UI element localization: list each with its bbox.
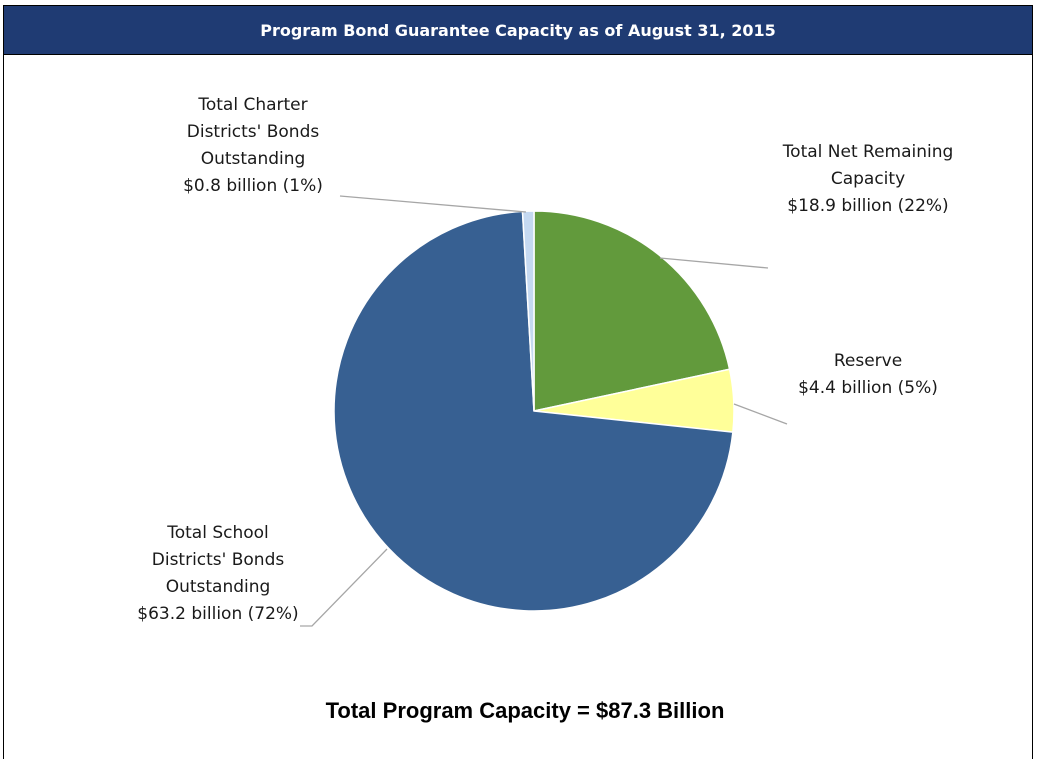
slice-label-line: $63.2 billion (72%) [137,604,298,624]
slice-label-line: Capacity [831,169,905,189]
leader-lines [300,195,788,627]
leader-line [659,257,769,269]
slice-label-line: Outstanding [166,577,271,597]
slice-label: Total School Districts' Bonds Outstanding $… [137,523,298,624]
slice-label-line: Outstanding [201,149,306,169]
pie-slice [333,210,734,612]
pie-slices [333,210,735,612]
slice-label-line: Districts' Bonds [152,550,285,570]
chart-title: Program Bond Guarantee Capacity as of Au… [260,20,776,40]
slice-label-line: Districts' Bonds [187,122,320,142]
slice-label: Reserve $4.4 billion (5%) [798,351,938,398]
slice-label-line: Total Charter [197,95,307,115]
slice-label-line: $0.8 billion (1%) [183,176,323,196]
leader-line [339,195,527,213]
slice-label: Total Charter Districts' Bonds Outstanding… [183,95,323,196]
total-capacity-label: Total Program Capacity = $87.3 Billion [326,698,725,723]
slice-label-line: Total Net Remaining [782,142,954,162]
slice-labels: Total Net Remaining Capacity $18.9 billion… [137,95,953,624]
slice-label-line: Reserve [834,351,902,371]
leader-line [300,548,388,627]
slice-label-line: $4.4 billion (5%) [798,378,938,398]
slice-label-line: $18.9 billion (22%) [787,196,948,216]
leader-line [733,403,788,425]
slice-label: Total Net Remaining Capacity $18.9 billion… [782,142,954,216]
slice-label-line: Total School [166,523,269,543]
pie-slice [533,210,731,412]
chart-header: Program Bond Guarantee Capacity as of Au… [3,5,1033,55]
